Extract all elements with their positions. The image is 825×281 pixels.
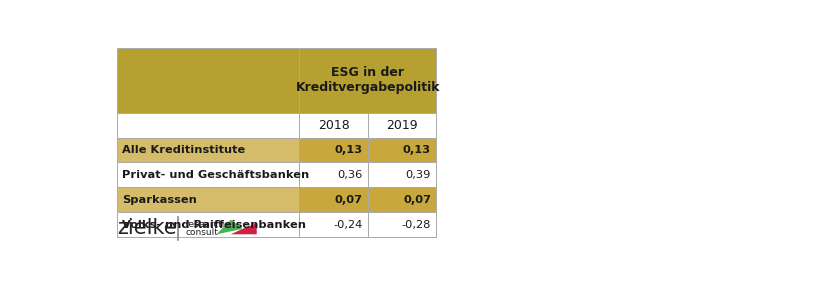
Polygon shape [231,223,257,234]
Text: research: research [186,220,224,229]
Text: Sparkassen: Sparkassen [122,195,197,205]
Bar [117,187,299,212]
Bar [368,113,436,138]
Bar [299,138,368,162]
Text: zielke: zielke [117,218,177,239]
Text: 0,36: 0,36 [337,170,363,180]
Bar [368,162,436,187]
Text: Alle Kreditinstitute: Alle Kreditinstitute [122,145,246,155]
Bar [117,138,299,162]
Bar [117,48,299,113]
Text: Volks- und Raiffeisenbanken: Volks- und Raiffeisenbanken [122,220,306,230]
Text: 0,07: 0,07 [335,195,363,205]
Bar [368,187,436,212]
Bar [299,48,436,113]
Bar [368,138,436,162]
Text: consult: consult [186,228,219,237]
Polygon shape [216,220,243,234]
Bar [299,113,368,138]
Text: 2018: 2018 [318,119,350,132]
Text: 0,39: 0,39 [406,170,431,180]
Text: Privat- und Geschäftsbanken: Privat- und Geschäftsbanken [122,170,309,180]
Text: -0,24: -0,24 [333,220,363,230]
Bar [117,162,299,187]
Text: 2019: 2019 [386,119,417,132]
Text: 0,13: 0,13 [403,145,431,155]
Text: -0,28: -0,28 [402,220,431,230]
Bar [299,212,368,237]
Bar [117,113,299,138]
Text: 0,13: 0,13 [335,145,363,155]
Bar [299,162,368,187]
Bar [117,212,299,237]
Bar [299,187,368,212]
Text: 0,07: 0,07 [403,195,431,205]
Text: ESG in der
Kreditvergabepolitik: ESG in der Kreditvergabepolitik [295,66,440,94]
Bar [368,212,436,237]
